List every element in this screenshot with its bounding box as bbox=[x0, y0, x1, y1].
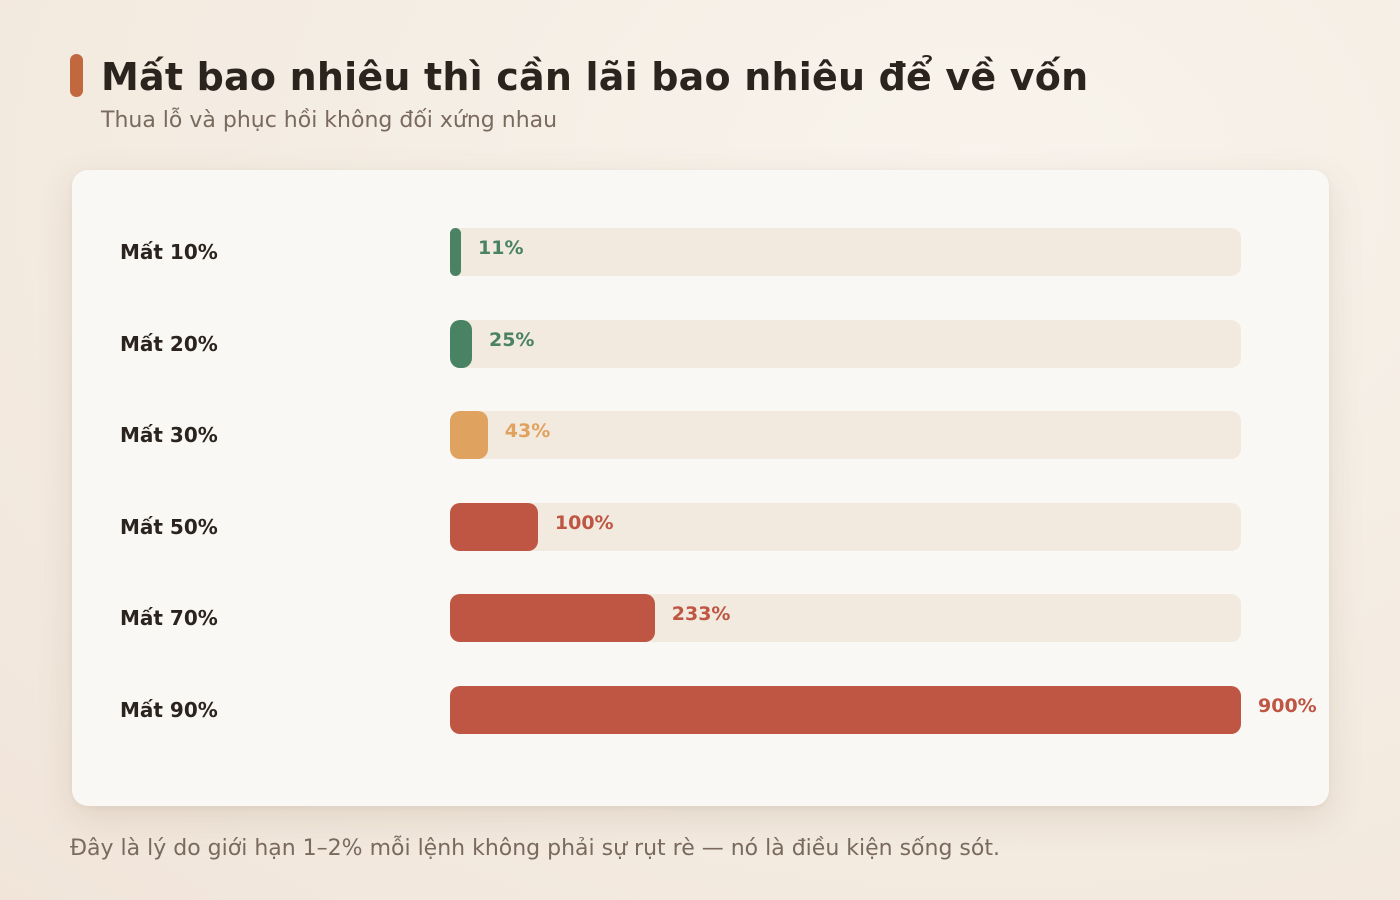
bar bbox=[450, 228, 461, 276]
bar-track bbox=[450, 594, 1241, 643]
page-subtitle: Thua lỗ và phục hồi không đối xứng nhau bbox=[101, 108, 558, 133]
bar-value-label: 100% bbox=[554, 511, 614, 534]
category-label: Mất 70% bbox=[120, 606, 218, 631]
bar-value-label: 900% bbox=[1258, 695, 1317, 717]
bar-row: Mất 90% 900% bbox=[72, 686, 1329, 734]
bar-value-label: 43% bbox=[504, 420, 551, 443]
bar bbox=[450, 319, 472, 368]
bar-row: Mất 20% 25% bbox=[72, 319, 1329, 368]
bar-track bbox=[450, 228, 1241, 276]
chart-card: Mất 10% 11% Mất 20% 25% Mất 30% 43% Mất 50% 100… bbox=[72, 170, 1329, 806]
category-label: Mất 90% bbox=[120, 698, 218, 722]
bar-track bbox=[450, 686, 1241, 734]
bar-row: Mất 70% 233% bbox=[72, 594, 1329, 643]
title-accent-bar bbox=[70, 54, 83, 97]
footnote: Đây là lý do giới hạn 1–2% mỗi lệnh khôn… bbox=[70, 836, 1000, 861]
bar bbox=[450, 594, 655, 643]
bar bbox=[450, 411, 488, 460]
bar-value-label: 11% bbox=[478, 237, 524, 259]
category-label: Mất 20% bbox=[120, 331, 218, 356]
bar-row: Mất 10% 11% bbox=[72, 228, 1329, 276]
bar bbox=[450, 502, 538, 551]
bar-track bbox=[450, 502, 1241, 551]
bar-track bbox=[450, 411, 1241, 460]
bar-value-label: 25% bbox=[488, 328, 535, 351]
page-title: Mất bao nhiêu thì cần lãi bao nhiêu để v… bbox=[101, 55, 1089, 99]
bar-row: Mất 50% 100% bbox=[72, 502, 1329, 551]
category-label: Mất 10% bbox=[120, 240, 218, 264]
bar-value-label: 233% bbox=[671, 603, 731, 626]
category-label: Mất 30% bbox=[120, 423, 218, 448]
category-label: Mất 50% bbox=[120, 514, 218, 539]
bar-track bbox=[450, 319, 1241, 368]
bar-row: Mất 30% 43% bbox=[72, 411, 1329, 460]
bar bbox=[450, 686, 1241, 734]
